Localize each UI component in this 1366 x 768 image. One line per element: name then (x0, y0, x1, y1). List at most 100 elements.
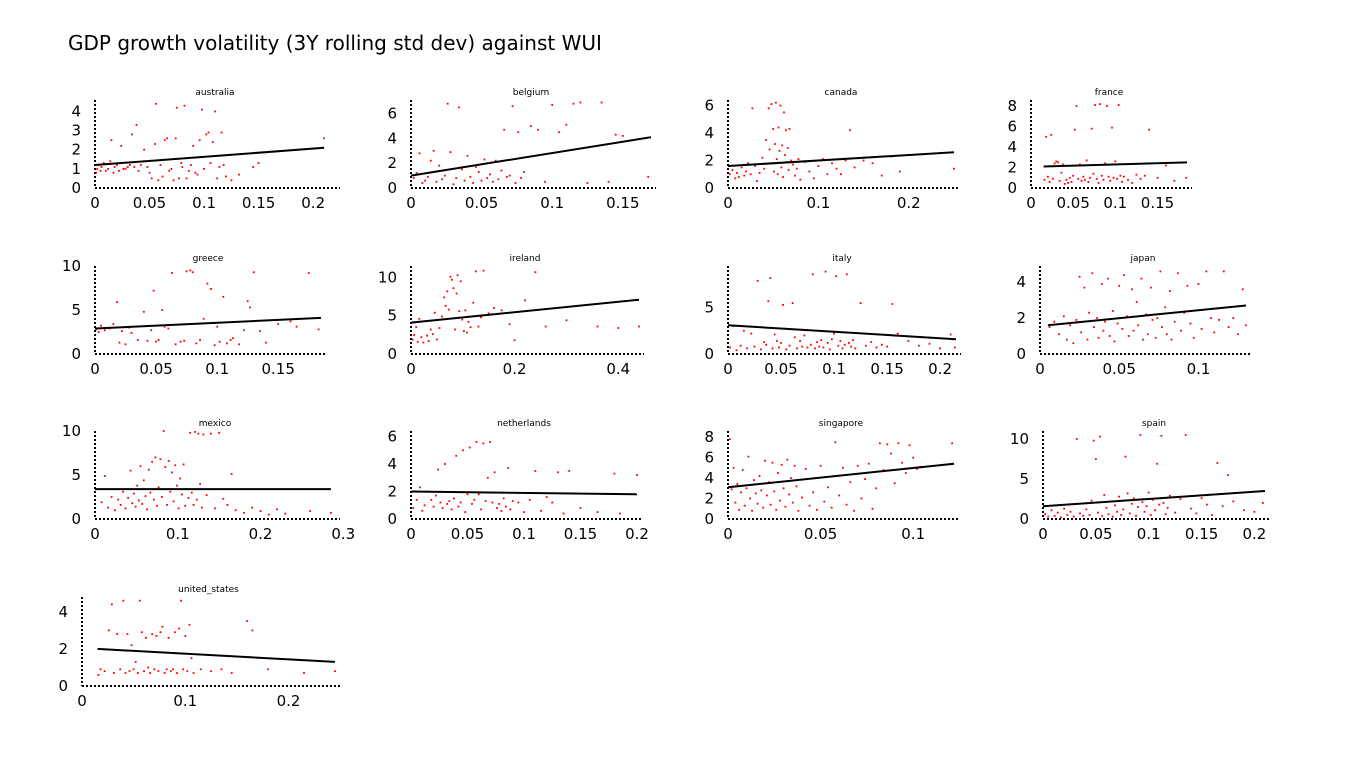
y-tick-label: 10 (62, 422, 81, 440)
y-tick-label: 6 (387, 428, 397, 446)
y-tick-label: 5 (387, 307, 397, 325)
data-point (482, 442, 485, 445)
data-point (413, 334, 415, 336)
data-point (1056, 511, 1059, 514)
data-point (898, 170, 901, 173)
data-point (769, 503, 772, 506)
data-point (1159, 270, 1162, 273)
data-point (1052, 177, 1054, 180)
data-point (500, 509, 503, 512)
fit-line (1042, 490, 1266, 508)
data-point (747, 455, 750, 458)
data-point (1161, 326, 1163, 328)
data-point (514, 182, 517, 184)
panel-title: belgium (513, 88, 549, 98)
data-point (1088, 311, 1090, 314)
x-tick-label: 0 (1038, 525, 1048, 543)
scatter-panel-italy: italy 0 0.05 0.1 0.15 0.2 0 5 (704, 254, 961, 378)
data-point (1062, 163, 1064, 166)
data-point (1221, 505, 1224, 508)
x-tick-label: 0.2 (277, 692, 301, 710)
data-point (222, 295, 225, 298)
y-tick-label: 2 (704, 490, 714, 508)
data-point (494, 159, 497, 162)
x-tick-label: 0 (723, 360, 733, 378)
data-point (122, 599, 125, 602)
data-point (865, 344, 867, 347)
data-point (1154, 509, 1156, 512)
data-point (1097, 511, 1099, 514)
data-point (787, 169, 790, 171)
data-point (784, 505, 787, 508)
data-point (1184, 434, 1187, 436)
data-point (1090, 127, 1093, 130)
data-point (619, 512, 621, 515)
data-point (185, 270, 188, 273)
data-point (439, 501, 442, 504)
data-point (226, 342, 228, 345)
data-point (1069, 510, 1072, 513)
data-point (1065, 178, 1068, 181)
x-tick-label: 0.1 (1187, 360, 1211, 378)
data-point (452, 183, 455, 186)
data-point (186, 670, 189, 673)
x-tick-label: 0.2 (897, 194, 921, 212)
data-point (467, 321, 470, 323)
data-point (811, 273, 814, 276)
data-point (1063, 183, 1066, 185)
data-point (779, 499, 781, 502)
y-tick-label: 5 (71, 466, 81, 484)
data-point (444, 304, 447, 307)
data-point (174, 464, 177, 467)
data-point (1135, 301, 1138, 303)
x-tick-label: 0 (90, 525, 100, 543)
data-point (500, 309, 503, 312)
data-point (159, 164, 162, 166)
data-point (753, 345, 756, 348)
data-point (544, 180, 546, 183)
data-point (222, 164, 225, 166)
data-point (1066, 514, 1069, 516)
data-point (429, 159, 432, 162)
data-point (1186, 284, 1189, 287)
data-point (1133, 497, 1135, 500)
data-point (412, 177, 415, 179)
data-point (1062, 315, 1065, 318)
data-point (816, 508, 818, 511)
data-point (728, 173, 731, 176)
y-tick-label: 6 (1007, 118, 1017, 136)
y-tick-label: 0 (58, 677, 68, 695)
data-point (438, 327, 441, 329)
data-point (130, 644, 133, 647)
data-point (1053, 320, 1056, 323)
panel-title: japan (1130, 254, 1156, 264)
fit-line (727, 151, 955, 167)
data-point (1137, 506, 1139, 508)
data-point (116, 633, 118, 635)
data-point (131, 133, 133, 136)
data-point (139, 164, 142, 166)
y-tick-label: 10 (1010, 430, 1029, 448)
data-point (775, 340, 778, 342)
data-point (1107, 513, 1110, 516)
data-point (252, 271, 255, 274)
data-point (1111, 515, 1114, 518)
x-tick-label: 0.15 (606, 194, 639, 212)
data-point (1174, 511, 1176, 514)
scatter-panel-ireland: ireland 0 0.2 0.4 0 5 10 (378, 254, 644, 378)
data-point (1158, 503, 1161, 506)
y-tick-label: 4 (58, 603, 68, 621)
data-point (220, 131, 223, 134)
data-point (136, 484, 139, 487)
data-point (786, 147, 789, 149)
data-point (1108, 335, 1111, 337)
data-point (505, 505, 507, 508)
data-point (783, 111, 785, 114)
data-point (797, 158, 800, 160)
data-point (157, 339, 160, 341)
data-point (745, 487, 748, 490)
x-tick-label: 0.2 (249, 525, 273, 543)
data-point (468, 446, 471, 449)
data-point (155, 635, 158, 637)
data-point (1237, 333, 1239, 336)
